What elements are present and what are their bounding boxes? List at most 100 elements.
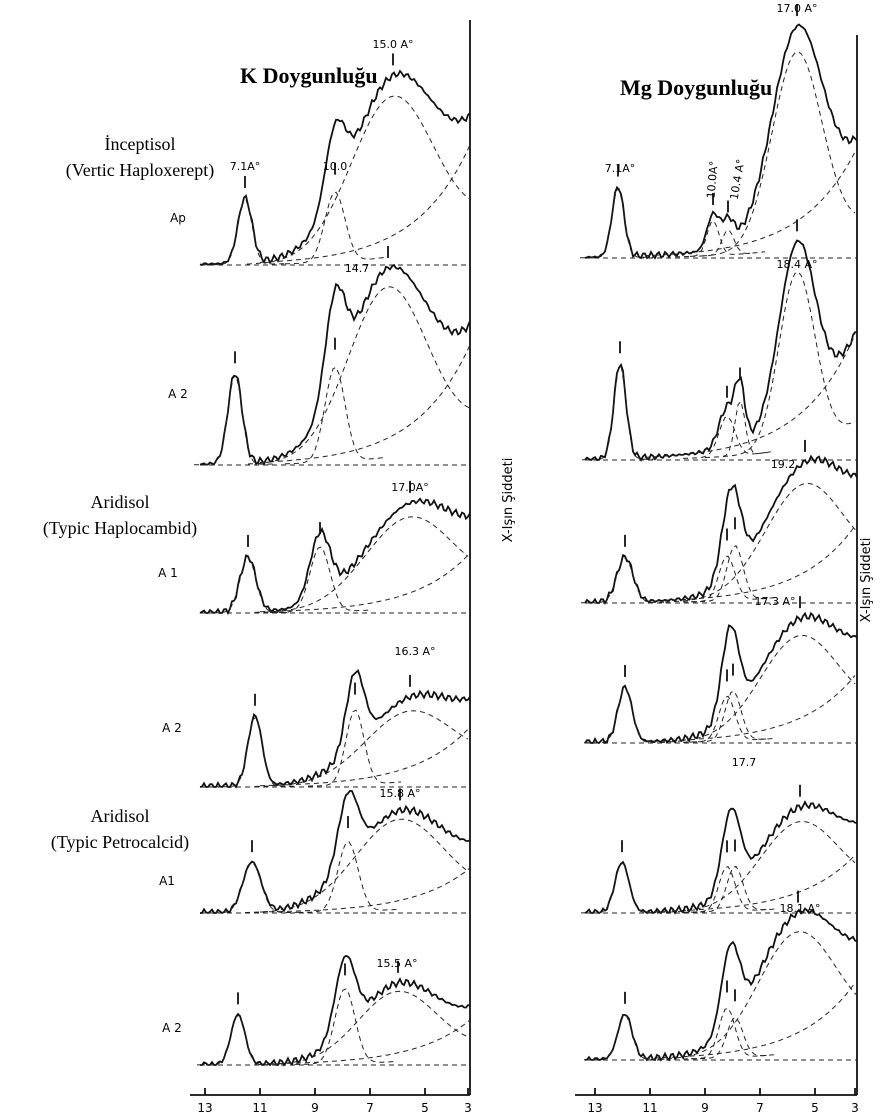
peak-label: 14.7 xyxy=(345,262,370,275)
fit-peak xyxy=(284,366,385,465)
trace xyxy=(584,800,858,915)
peak-label: 18.1 A° xyxy=(779,902,820,915)
fit-peak xyxy=(582,364,657,461)
background-fit xyxy=(645,854,856,913)
fit-peak xyxy=(683,865,771,913)
fit-peak xyxy=(205,862,298,914)
peak-label: 19.2 xyxy=(771,458,796,471)
peak-label: 7.1A° xyxy=(605,162,636,175)
peak-label: 15.5 A° xyxy=(376,957,417,970)
x-tick-label: 7 xyxy=(756,1101,764,1115)
background-fit xyxy=(644,334,856,458)
fit-peak xyxy=(691,1017,779,1060)
soil-subgroup: (Vertic Haploxerept) xyxy=(66,160,214,181)
peak-label: 16.3 A° xyxy=(394,645,435,658)
sample-label: A 2 xyxy=(162,721,182,735)
fit-peak xyxy=(295,988,395,1065)
fit-peak xyxy=(203,557,291,614)
trace xyxy=(584,907,858,1062)
trace xyxy=(199,69,471,267)
peak-label: 17.7 xyxy=(732,756,757,769)
x-tick-label: 3 xyxy=(851,1101,859,1115)
sample-label: A 1 xyxy=(158,566,178,580)
fit-peak xyxy=(193,374,275,466)
trace xyxy=(584,239,858,462)
fit-peak xyxy=(691,865,779,913)
sample-label: A1 xyxy=(159,874,175,888)
x-tick-label: 11 xyxy=(252,1101,267,1115)
trace xyxy=(200,789,471,915)
fit-peak xyxy=(581,557,669,604)
fit-peak xyxy=(659,634,856,743)
x-tick-label: 9 xyxy=(701,1101,709,1115)
background-fit xyxy=(644,151,856,257)
peak-label: 17.0A° xyxy=(391,481,429,494)
background-fit xyxy=(259,144,471,263)
fit-peak xyxy=(246,95,470,265)
soil-subgroup: (Typic Petrocalcid) xyxy=(51,832,189,853)
soil-group: Aridisol xyxy=(90,492,149,512)
background-fit xyxy=(644,982,856,1059)
panel-title: Mg Doygunluğu xyxy=(620,75,772,100)
fit-peak xyxy=(682,415,771,459)
x-tick-label: 13 xyxy=(587,1101,602,1115)
background-fit xyxy=(260,867,471,913)
background-fit xyxy=(644,525,856,602)
peak-label: 18.4 A° xyxy=(776,258,817,271)
peak-label: 10.0 xyxy=(323,160,348,173)
fit-peak xyxy=(674,220,751,258)
fit-peak xyxy=(659,820,856,913)
fit-peak xyxy=(197,1014,278,1066)
trace xyxy=(584,23,858,260)
fit-peak xyxy=(284,191,385,265)
soil-group: İnceptisol xyxy=(105,134,176,154)
fit-peak xyxy=(691,545,779,603)
fit-peak xyxy=(722,271,856,458)
fit-peak xyxy=(270,546,370,613)
x-tick-label: 3 xyxy=(464,1101,472,1115)
background-fit xyxy=(260,1019,471,1065)
y-axis-label: X-Işın Şiddeti xyxy=(501,458,516,543)
x-tick-label: 11 xyxy=(642,1101,657,1115)
fit-peak xyxy=(583,687,665,744)
fit-peak xyxy=(689,690,777,743)
fit-peak xyxy=(584,1014,665,1061)
trace xyxy=(199,263,471,466)
fit-peak xyxy=(664,483,858,603)
peak-label: 17.3 A° xyxy=(754,595,795,608)
y-axis-label: X-Işın Şiddeti xyxy=(859,538,874,623)
trace xyxy=(199,669,471,789)
soil-subgroup: (Typic Haplocambid) xyxy=(43,518,197,539)
fit-peak xyxy=(257,990,469,1066)
peak-label: 10.0A° xyxy=(704,160,720,199)
x-tick-label: 9 xyxy=(311,1101,319,1115)
fit-peak xyxy=(214,716,295,788)
fit-peak xyxy=(204,199,285,266)
soil-group: Aridisol xyxy=(90,806,149,826)
sample-label: Ap xyxy=(170,211,186,225)
peak-label: 10.4 A° xyxy=(728,158,748,201)
fit-peak xyxy=(682,1007,771,1060)
fit-peak xyxy=(581,862,662,914)
fit-peak xyxy=(689,229,766,257)
trace xyxy=(584,611,858,745)
sample-label: A 2 xyxy=(162,1021,182,1035)
trace xyxy=(584,454,858,605)
peak-label: 7.1A° xyxy=(230,160,261,173)
fit-peak xyxy=(683,695,771,743)
x-tick-label: 7 xyxy=(366,1101,374,1115)
x-tick-label: 13 xyxy=(197,1101,212,1115)
trace xyxy=(200,954,471,1067)
panel-title: K Doygunluğu xyxy=(240,63,378,88)
fit-peak xyxy=(704,400,775,458)
trace xyxy=(199,497,471,616)
peak-label: 15.0 A° xyxy=(372,38,413,51)
fit-peak xyxy=(254,710,469,787)
fit-peak xyxy=(682,555,771,603)
sample-label: A 2 xyxy=(168,387,188,401)
peak-label: 17.0 A° xyxy=(776,2,817,15)
fit-peak xyxy=(254,516,469,613)
fit-peak xyxy=(580,187,655,259)
